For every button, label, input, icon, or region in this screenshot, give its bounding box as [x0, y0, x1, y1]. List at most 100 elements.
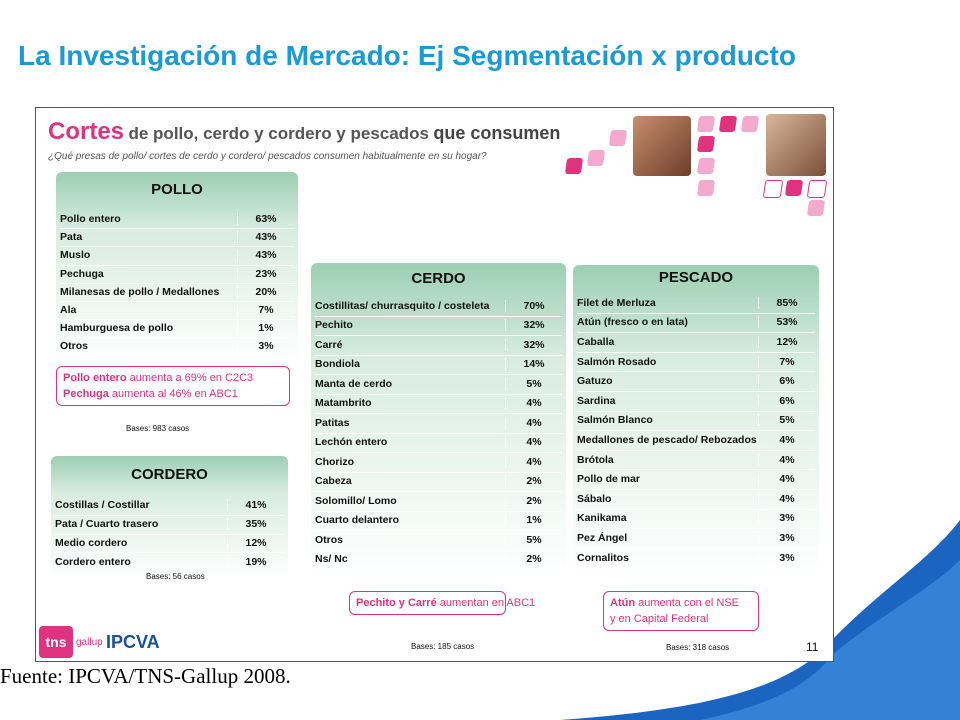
decor-square — [806, 180, 828, 198]
row-label: Matambrito — [315, 397, 372, 410]
note-text: aumenta a 69% en C2C3 — [129, 372, 254, 384]
table-row: Chorizo 4% — [315, 452, 562, 473]
table-row: Ns/ Nc 2% — [315, 550, 562, 570]
table-row: Sardina 6% — [577, 391, 815, 412]
table-row: Filet de Merluza 85% — [577, 293, 815, 314]
row-label: Otros — [315, 533, 344, 546]
table-title: POLLO — [151, 181, 203, 198]
row-value: 23% — [237, 267, 294, 280]
row-label: Lechón entero — [315, 436, 388, 449]
row-value: 3% — [758, 531, 815, 544]
table-row: Cordero entero 19% — [55, 552, 284, 573]
heading-end: que consumen — [433, 123, 561, 143]
table-row: Carré 32% — [315, 335, 562, 356]
row-value: 19% — [227, 555, 284, 568]
row-value: 4% — [758, 492, 815, 505]
table-row: Salmón Rosado 7% — [577, 352, 815, 373]
table-pollo: POLLO Pollo entero 63% Pata 43% Muslo 43% Pechu… — [56, 172, 298, 364]
decor-square — [586, 150, 606, 166]
row-label: Carré — [315, 338, 343, 351]
source: Fuente: IPCVA/TNS-Gallup 2008. — [0, 664, 291, 688]
table-row: Patitas 4% — [315, 413, 562, 434]
row-label: Pechito — [315, 319, 353, 332]
row-value: 53% — [758, 316, 815, 329]
table-row: Caballa 12% — [577, 332, 815, 353]
decor-square — [696, 158, 716, 174]
note-line: Pollo entero aumenta a 69% en C2C3 — [63, 370, 283, 386]
decor-square — [564, 158, 584, 174]
row-value: 4% — [758, 433, 815, 446]
logo-ipcva: IPCVA — [106, 632, 160, 652]
row-value: 85% — [758, 296, 815, 309]
table-row: Otros 5% — [315, 530, 562, 551]
table-row: Cornalitos 3% — [577, 548, 815, 569]
row-label: Bondiola — [315, 358, 360, 371]
note: Pechito y Carré aumentan en ABC1 — [349, 591, 535, 615]
row-value: 32% — [505, 319, 562, 332]
logo-tns: tns — [39, 626, 73, 658]
row-label: Pollo de mar — [577, 473, 641, 486]
table-title: CORDERO — [131, 466, 208, 483]
table-row: Milanesas de pollo / Medallones 20% — [60, 283, 294, 302]
row-label: Manta de cerdo — [315, 377, 393, 390]
row-value: 43% — [237, 249, 294, 262]
decor-square — [806, 200, 826, 216]
row-label: Pechuga — [60, 267, 104, 280]
row-value: 32% — [505, 338, 562, 351]
slide-heading: Cortes de pollo, cerdo y cordero y pesca… — [48, 118, 560, 146]
table-row: Pez Ángel 3% — [577, 528, 815, 549]
row-label: Atún (fresco o en lata) — [577, 316, 688, 329]
row-value: 63% — [237, 213, 294, 226]
table-row: Muslo 43% — [60, 246, 294, 266]
row-label: Ns/ Nc — [315, 553, 348, 566]
question: ¿Qué presas de pollo/ cortes de cerdo y … — [48, 151, 487, 162]
table-row: Ala 7% — [60, 301, 294, 321]
row-value: 4% — [758, 473, 815, 486]
table-row: Salmón Blanco 5% — [577, 411, 815, 432]
table-row: Solomillo/ Lomo 2% — [315, 491, 562, 512]
note-text: aumenta con el NSE — [638, 597, 739, 609]
table-row: Matambrito 4% — [315, 394, 562, 414]
row-value: 7% — [237, 304, 294, 317]
row-label: Cornalitos — [577, 551, 629, 564]
table-row: Hamburguesa de pollo 1% — [60, 319, 294, 339]
table-row: Sábalo 4% — [577, 489, 815, 510]
row-label: Cordero entero — [55, 555, 131, 568]
decor-square — [784, 180, 804, 196]
bases: Bases: 185 casos — [411, 642, 475, 651]
table-row: Costillitas/ churrasquito / costeleta 70% — [315, 296, 562, 317]
note-text: aumenta al 46% en ABC1 — [111, 388, 238, 400]
row-label: Milanesas de pollo / Medallones — [60, 285, 220, 298]
row-label: Solomillo/ Lomo — [315, 494, 397, 507]
decor-square — [696, 136, 716, 152]
row-value: 41% — [227, 499, 284, 512]
row-value: 3% — [758, 551, 815, 564]
table-row: Brótola 4% — [577, 450, 815, 471]
row-label: Cabeza — [315, 475, 352, 488]
row-label: Cuarto delantero — [315, 514, 400, 527]
decor-square — [696, 116, 716, 132]
row-value: 6% — [758, 375, 815, 388]
table-row: Atún (fresco o en lata) 53% — [577, 313, 815, 334]
slide: Cortes de pollo, cerdo y cordero y pesca… — [35, 107, 834, 662]
table-row: Medallones de pescado/ Rebozados 4% — [577, 430, 815, 451]
table-row: Lechón entero 4% — [315, 433, 562, 453]
decor-square — [696, 180, 716, 196]
note-text: y en Capital Federal — [610, 613, 709, 625]
title: La Investigación de Mercado: Ej Segmenta… — [18, 40, 796, 71]
table-row: Pechuga 23% — [60, 265, 294, 284]
row-label: Patitas — [315, 416, 350, 429]
logo-gallup: gallup — [76, 637, 103, 648]
row-label: Muslo — [60, 249, 91, 262]
row-value: 14% — [505, 358, 562, 371]
table-row: Pollo de mar 4% — [577, 469, 815, 490]
row-label: Ala — [60, 304, 77, 317]
table-cordero: CORDERO Costillas / Costillar 41% Pata / Cu… — [51, 456, 288, 580]
note-highlight: Pechito y Carré — [356, 597, 437, 609]
table-row: Pata / Cuarto trasero 35% — [55, 515, 284, 535]
note: Pollo entero aumenta a 69% en C2C3 Pechug… — [56, 366, 290, 406]
heading-lead: Cortes — [48, 118, 125, 145]
note-line: Pechito y Carré aumentan en ABC1 — [356, 595, 535, 611]
row-label: Brótola — [577, 453, 614, 466]
table-row: Bondiola 14% — [315, 355, 562, 375]
